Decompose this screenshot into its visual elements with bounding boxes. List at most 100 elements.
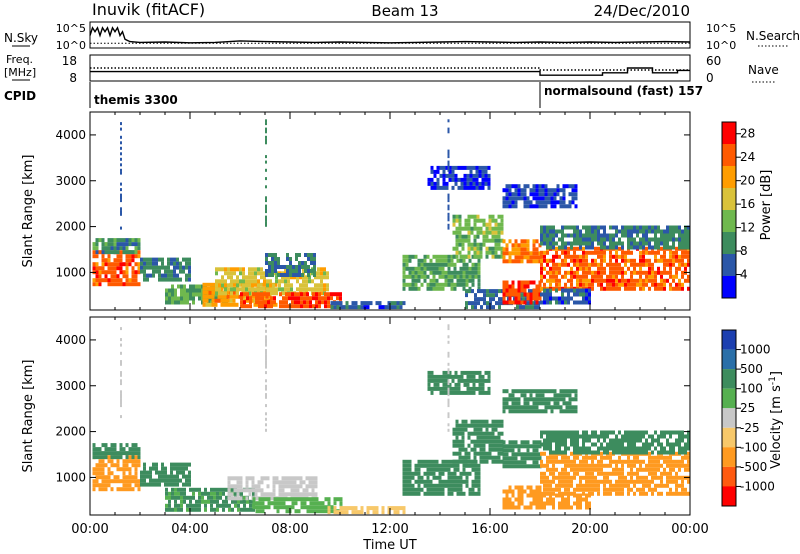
power-cell-r7 xyxy=(285,300,288,305)
power-cell-r15 xyxy=(684,254,687,259)
velocity-cell-r5 xyxy=(308,492,312,497)
velocity-cell-r16 xyxy=(484,378,488,383)
velocity-cell-r13 xyxy=(621,450,624,455)
power-cell-r16 xyxy=(687,229,690,234)
power-cell-r5 xyxy=(253,302,257,307)
velocity-cell-r15 xyxy=(574,405,578,410)
velocity-cell-r9 xyxy=(455,431,459,436)
power-cell-r7 xyxy=(243,292,246,297)
power-cell-r18 xyxy=(538,184,542,189)
power-cell-r16 xyxy=(582,241,585,246)
power-cell-r18 xyxy=(571,184,575,189)
power-cell-r10 xyxy=(444,282,448,287)
power-cell-r7 xyxy=(303,304,306,309)
power-cell-r18 xyxy=(574,184,578,189)
power-cell-r13 xyxy=(520,243,524,248)
velocity-cell-r13 xyxy=(630,446,633,451)
power-cell-r10 xyxy=(414,286,418,291)
power-cell-r16 xyxy=(672,229,675,234)
power-cell-r7 xyxy=(336,296,339,301)
velocity-cell-r10 xyxy=(523,452,527,457)
power-cell-r15 xyxy=(621,278,624,283)
power-cell-r14 xyxy=(508,296,512,301)
power-cell-r11 xyxy=(476,214,480,219)
power-cell-r18 xyxy=(505,204,509,209)
power-cell-r6 xyxy=(239,267,242,272)
velocity-cell-r4 xyxy=(219,491,222,496)
power-cell-r3 xyxy=(143,269,146,274)
power-cell-r19 xyxy=(478,165,482,170)
power-cell-r12 xyxy=(474,293,477,298)
velocity-cell-r8 xyxy=(474,491,478,496)
power-cell-r8 xyxy=(310,257,313,261)
power-cell-r16 xyxy=(597,241,600,246)
velocity-cell-r9 xyxy=(476,431,480,436)
velocity-cell-r12 xyxy=(609,451,612,456)
power-cell-r6 xyxy=(254,287,257,292)
power-cell-r15 xyxy=(576,274,579,279)
velocity-cell-r12 xyxy=(621,483,624,488)
power-cell-r15 xyxy=(615,282,618,287)
velocity-cell-r9 xyxy=(479,447,483,452)
power-cell-r11 xyxy=(488,250,492,255)
velocity-cell-r9 xyxy=(455,423,459,428)
power-cell-r6 xyxy=(299,275,302,280)
velocity-cell-r12 xyxy=(552,463,555,468)
power-cell-r14 xyxy=(511,300,515,305)
power-cell-r6 xyxy=(287,283,290,288)
velocity-cell-r1 xyxy=(125,487,129,492)
power-cell-r19 xyxy=(442,165,446,170)
velocity-cell-r11 xyxy=(517,485,521,490)
velocity-cell-r1 xyxy=(101,483,105,488)
velocity-cell-r16 xyxy=(475,378,479,383)
power-cell-r17 xyxy=(567,296,570,301)
power-cell-r10 xyxy=(420,274,424,279)
power-cell-r15 xyxy=(576,266,579,271)
velocity-cell-r4 xyxy=(177,495,180,500)
power-cell-r17 xyxy=(579,288,582,293)
power-cell-r15 xyxy=(573,254,576,259)
power-cell-r10 xyxy=(411,278,415,283)
velocity-cell-r4 xyxy=(231,499,234,504)
power-cell-r13 xyxy=(535,255,539,260)
velocity-cell-r2 xyxy=(98,451,102,456)
freq-series-1 xyxy=(90,67,690,76)
velocity-stripe-1 xyxy=(120,338,122,342)
velocity-cell-r3 xyxy=(176,474,179,479)
power-cell-r5 xyxy=(223,294,227,299)
power-stripe-1 xyxy=(120,182,122,186)
velocity-cell-r15 xyxy=(538,389,542,394)
velocity-cell-r8 xyxy=(426,463,430,468)
velocity-cell-r12 xyxy=(666,471,669,476)
power-cell-r6 xyxy=(290,287,293,292)
power-cell-r11 xyxy=(452,246,456,251)
power-cell-r14 xyxy=(529,296,533,301)
velocity-cell-r10 xyxy=(520,444,524,449)
power-cell-r19 xyxy=(466,165,470,170)
velocity-cell-r6 xyxy=(258,509,262,514)
velocity-stripe-3 xyxy=(447,390,450,394)
power-cell-r18 xyxy=(550,204,554,209)
power-cell-r6 xyxy=(215,267,218,272)
velocity-cell-r3 xyxy=(164,478,167,483)
power-cell-r18 xyxy=(526,184,530,189)
power-cell-r13 xyxy=(517,243,521,248)
power-cell-r10 xyxy=(402,278,406,283)
velocity-cell-r12 xyxy=(648,467,651,472)
velocity-cell-r9 xyxy=(473,427,477,432)
velocity-cell-r13 xyxy=(651,450,654,455)
velocity-cell-r9 xyxy=(464,427,468,432)
power-cell-r9 xyxy=(330,305,334,310)
velocity-cell-r8 xyxy=(444,479,448,484)
velocity-cell-r9 xyxy=(470,423,474,428)
velocity-cell-r13 xyxy=(678,434,681,439)
velocity-cell-r8 xyxy=(429,487,433,492)
velocity-cell-r13 xyxy=(552,430,555,435)
power-cell-r17 xyxy=(588,296,591,301)
velocity-cell-r12 xyxy=(567,475,570,480)
power-cell-r16 xyxy=(543,241,546,246)
power-cell-r5 xyxy=(211,286,215,291)
power-cell-r10 xyxy=(441,254,445,259)
velocity-cell-r6 xyxy=(255,509,259,514)
power-cell-r16 xyxy=(564,225,567,230)
